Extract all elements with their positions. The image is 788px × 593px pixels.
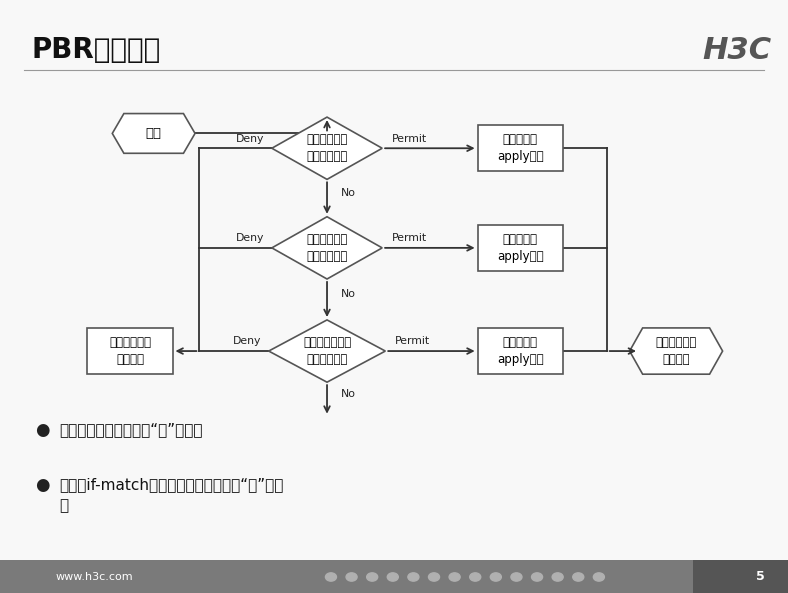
- Text: 5: 5: [756, 570, 765, 584]
- Text: 报文: 报文: [146, 127, 162, 140]
- Circle shape: [325, 573, 336, 581]
- Text: 节点之间的过滤关系是“或”的关系: 节点之间的过滤关系是“或”的关系: [59, 422, 203, 438]
- Circle shape: [552, 573, 563, 581]
- Circle shape: [429, 573, 440, 581]
- Circle shape: [490, 573, 501, 581]
- Text: No: No: [341, 188, 356, 198]
- Bar: [0, 560, 788, 593]
- Text: www.h3c.com: www.h3c.com: [55, 572, 133, 582]
- Polygon shape: [272, 117, 382, 179]
- Text: ●: ●: [35, 476, 50, 494]
- Polygon shape: [272, 217, 382, 279]
- Text: 报文按照策略
路由转发: 报文按照策略 路由转发: [656, 336, 697, 366]
- Circle shape: [346, 573, 357, 581]
- Circle shape: [449, 573, 460, 581]
- Circle shape: [408, 573, 419, 581]
- Text: PBR匹配流程: PBR匹配流程: [32, 36, 161, 65]
- Text: Permit: Permit: [392, 133, 427, 144]
- Text: 系: 系: [59, 498, 69, 513]
- Bar: [87, 328, 173, 374]
- Text: Deny: Deny: [236, 133, 264, 144]
- Circle shape: [532, 573, 543, 581]
- Bar: [478, 125, 563, 171]
- Text: 执行节点的
apply子句: 执行节点的 apply子句: [496, 233, 544, 263]
- Text: 满足第二个节
点的匹配规则: 满足第二个节 点的匹配规则: [307, 233, 348, 263]
- Bar: [478, 225, 563, 271]
- Polygon shape: [269, 320, 385, 382]
- Text: Deny: Deny: [232, 336, 261, 346]
- Circle shape: [387, 573, 398, 581]
- Text: 节点的if-match子句之间的过滤关系是“与”的关: 节点的if-match子句之间的过滤关系是“与”的关: [59, 477, 284, 493]
- Polygon shape: [113, 114, 195, 153]
- Text: Permit: Permit: [396, 336, 430, 346]
- Circle shape: [573, 573, 584, 581]
- Circle shape: [511, 573, 522, 581]
- Text: 报文按照普通
路由转发: 报文按照普通 路由转发: [109, 336, 151, 366]
- Circle shape: [366, 573, 377, 581]
- Circle shape: [470, 573, 481, 581]
- Text: Deny: Deny: [236, 233, 264, 243]
- Text: H3C: H3C: [702, 36, 771, 65]
- Bar: [693, 560, 788, 593]
- Bar: [478, 328, 563, 374]
- Text: 执行节点的
apply子句: 执行节点的 apply子句: [496, 133, 544, 163]
- Text: Permit: Permit: [392, 233, 427, 243]
- Circle shape: [593, 573, 604, 581]
- Text: 满足最后一个节
点的匹配规则: 满足最后一个节 点的匹配规则: [303, 336, 351, 366]
- Text: No: No: [341, 289, 356, 299]
- Text: ●: ●: [35, 421, 50, 439]
- Text: No: No: [341, 390, 356, 400]
- Text: 满足第一个节
点的匹配规则: 满足第一个节 点的匹配规则: [307, 133, 348, 163]
- Text: 执行节点的
apply子句: 执行节点的 apply子句: [496, 336, 544, 366]
- Polygon shape: [630, 328, 723, 374]
